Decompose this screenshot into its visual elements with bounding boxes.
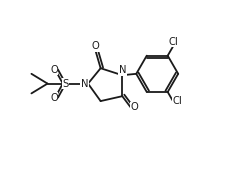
Text: N: N — [81, 79, 88, 89]
Text: N: N — [119, 65, 126, 75]
Text: O: O — [50, 65, 58, 75]
Text: Cl: Cl — [168, 37, 178, 47]
Text: O: O — [131, 102, 138, 112]
Text: O: O — [50, 93, 58, 103]
Text: Cl: Cl — [173, 96, 183, 106]
Text: O: O — [92, 41, 100, 52]
Text: S: S — [63, 79, 69, 89]
